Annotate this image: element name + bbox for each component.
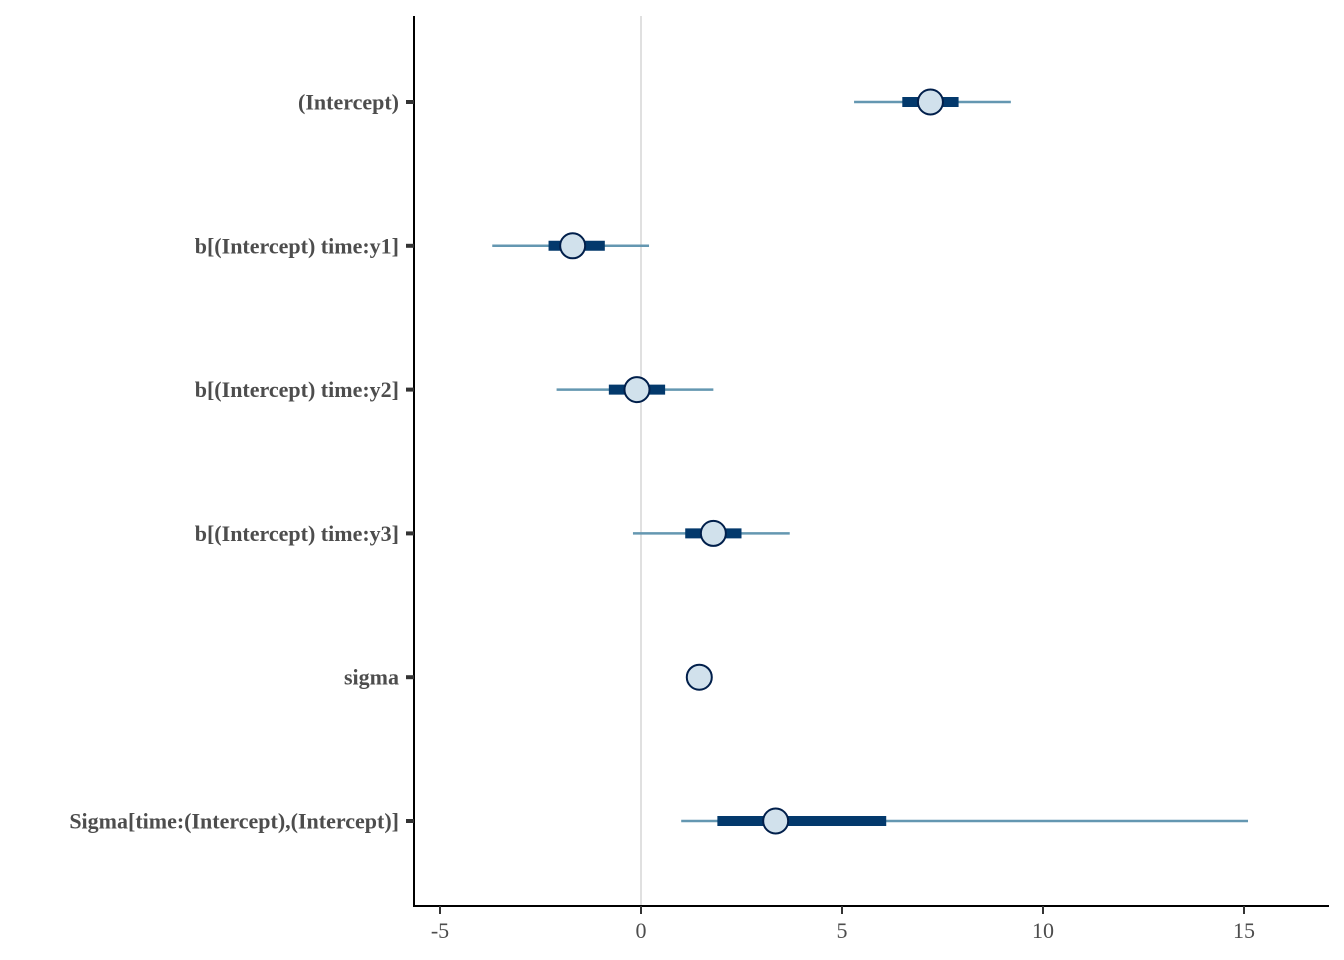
y-tick-label: (Intercept) bbox=[298, 90, 399, 115]
point-estimate bbox=[699, 519, 727, 547]
x-tick-label: 5 bbox=[837, 918, 848, 943]
x-tick-label: 15 bbox=[1233, 918, 1255, 943]
y-tick-label: Sigma[time:(Intercept),(Intercept)] bbox=[69, 809, 399, 834]
parameter-row bbox=[632, 519, 790, 547]
parameter-row bbox=[685, 663, 713, 691]
point-estimate bbox=[623, 376, 651, 404]
point-estimate bbox=[916, 88, 944, 116]
parameter-row bbox=[681, 807, 1249, 835]
y-tick-label: b[(Intercept) time:y2] bbox=[195, 377, 399, 402]
parameter-row bbox=[492, 232, 650, 260]
x-tick-label: -5 bbox=[431, 918, 449, 943]
point-estimate bbox=[762, 807, 790, 835]
point-estimate bbox=[685, 663, 713, 691]
y-tick-label: b[(Intercept) time:y3] bbox=[195, 521, 399, 546]
point-estimate bbox=[559, 232, 587, 260]
x-tick-label: 0 bbox=[636, 918, 647, 943]
parameter-row bbox=[556, 376, 714, 404]
y-tick-label: b[(Intercept) time:y1] bbox=[195, 233, 399, 258]
parameter-row bbox=[854, 88, 1011, 116]
x-tick-label: 10 bbox=[1032, 918, 1054, 943]
y-tick-label: sigma bbox=[344, 665, 399, 690]
